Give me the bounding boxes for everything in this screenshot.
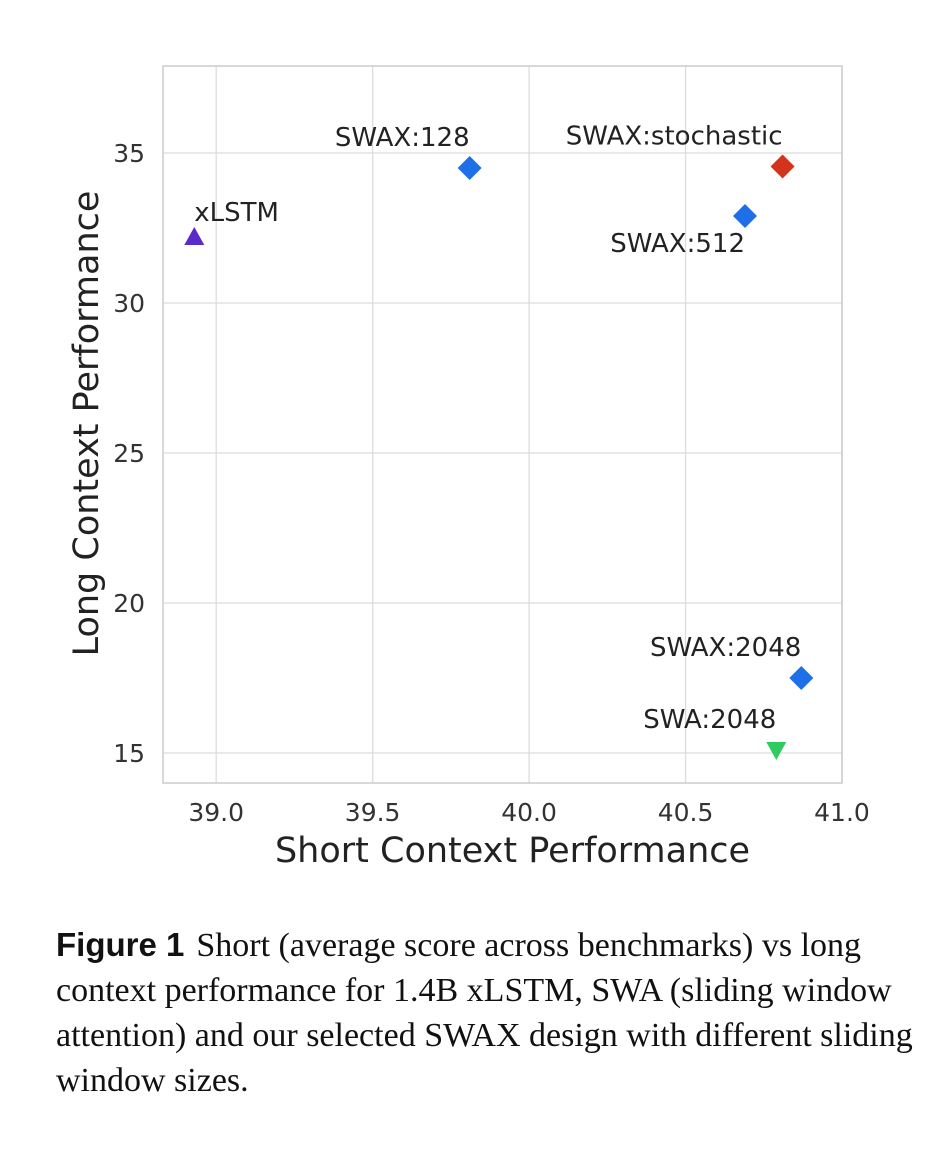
y-tick-label: 15: [113, 739, 145, 768]
plot-frame: [162, 65, 843, 784]
data-point: [770, 154, 795, 179]
data-point: [457, 156, 482, 180]
grid: [163, 66, 843, 783]
y-axis-label: Long Context Performance: [67, 191, 107, 657]
x-tick-label: 40.5: [658, 798, 714, 827]
point-labels: xLSTM SWAX:128 SWAX:stochastic SWAX:512 SWAX…: [194, 122, 801, 736]
y-tick-label: 35: [113, 139, 145, 168]
figure-caption: Figure 1 Short (average score across benc…: [56, 922, 916, 1103]
point-label: SWA:2048: [643, 705, 776, 735]
caption-label: Figure 1: [56, 926, 185, 963]
tick-labels: 39.0 39.5 40.0 40.5 41.0 15 20 25 30 35: [113, 139, 870, 827]
scatter-chart: 39.0 39.5 40.0 40.5 41.0 15 20 25 30 35 xLSTM SWAX…: [67, 65, 870, 871]
point-label: xLSTM: [194, 198, 279, 228]
data-point: [789, 666, 814, 690]
x-tick-label: 39.5: [345, 798, 401, 827]
y-tick-label: 20: [113, 589, 145, 618]
x-tick-label: 41.0: [814, 798, 870, 827]
x-tick-label: 40.0: [501, 798, 557, 827]
point-label: SWAX:512: [610, 229, 745, 259]
y-tick-label: 30: [113, 289, 145, 318]
data-point: [184, 227, 205, 245]
point-label: SWAX:128: [335, 123, 470, 153]
x-axis-label: Short Context Performance: [275, 831, 750, 871]
point-label: SWAX:2048: [650, 633, 801, 663]
data-point: [733, 204, 757, 228]
data-points: [184, 154, 814, 760]
point-label: SWAX:stochastic: [566, 122, 783, 152]
y-tick-label: 25: [113, 439, 145, 468]
data-point: [766, 742, 787, 760]
caption-text: Short (average score across benchmarks) …: [56, 927, 913, 1099]
x-tick-label: 39.0: [188, 798, 244, 827]
